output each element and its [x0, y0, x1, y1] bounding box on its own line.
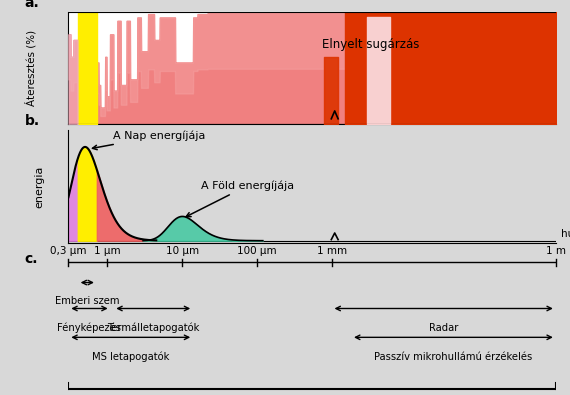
Text: c.: c.: [25, 252, 38, 266]
Text: MS letapogatók: MS letapogatók: [92, 352, 169, 362]
Text: a.: a.: [25, 0, 39, 9]
Text: 100 μm: 100 μm: [237, 246, 276, 256]
Text: b.: b.: [25, 114, 40, 128]
Text: A Föld energíjája: A Föld energíjája: [186, 181, 294, 216]
Text: Emberi szem: Emberi szem: [55, 295, 120, 305]
Text: Termálletapogatók: Termálletapogatók: [107, 323, 200, 333]
Text: hullámhossz (λ): hullámhossz (λ): [561, 229, 570, 239]
Text: 1 m: 1 m: [545, 246, 566, 256]
Y-axis label: energia: energia: [34, 166, 44, 208]
Text: 1 μm: 1 μm: [94, 246, 121, 256]
Text: 0,3 μm: 0,3 μm: [50, 246, 87, 256]
Text: Fényképezés: Fényképezés: [58, 323, 121, 333]
Text: Elnyelt sugárzás: Elnyelt sugárzás: [322, 38, 419, 51]
Text: 1 mm: 1 mm: [316, 246, 347, 256]
Text: A Nap energíjája: A Nap energíjája: [92, 131, 206, 150]
Text: 10 μm: 10 μm: [166, 246, 199, 256]
Y-axis label: Áteresztés (%): Áteresztés (%): [25, 30, 36, 106]
Text: Passzív mikrohullámú érzékelés: Passzív mikrohullámú érzékelés: [374, 352, 532, 362]
Text: Radar: Radar: [429, 323, 458, 333]
